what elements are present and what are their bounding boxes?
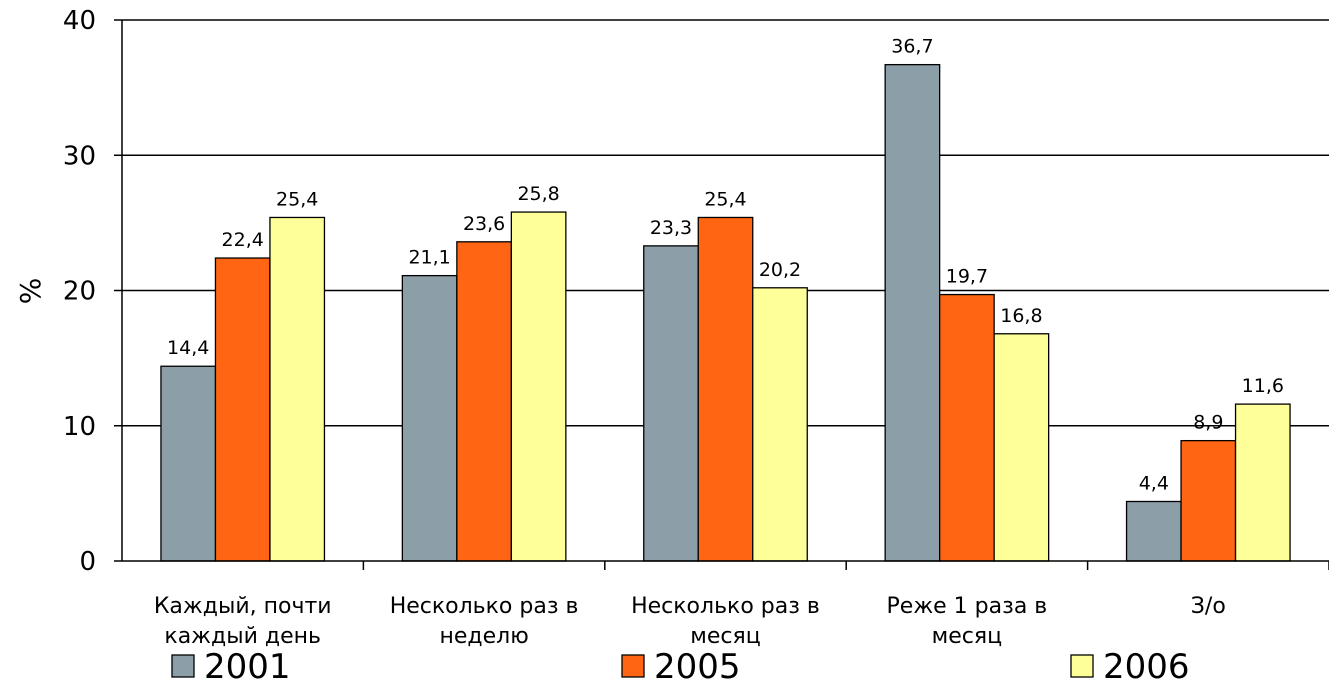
category-label-3-line-1: месяц bbox=[932, 624, 1002, 649]
data-label-2001-0: 14,4 bbox=[167, 337, 209, 359]
bar-2005-4 bbox=[1180, 439, 1237, 562]
data-label-2006-2: 20,2 bbox=[759, 259, 801, 281]
category-label-1-line-0: Несколько раз в bbox=[390, 594, 579, 619]
category-label-0-line-1: каждый день bbox=[164, 624, 321, 649]
bar-2001-1 bbox=[401, 274, 458, 562]
data-labels: 14,4 22,4 25,4 21,1 23,6 25,8 23,3 25,4 20,2 36,7… bbox=[167, 36, 1284, 495]
bars bbox=[160, 63, 1291, 562]
data-label-2001-3: 36,7 bbox=[891, 36, 933, 58]
data-label-2001-4: 4,4 bbox=[1139, 472, 1169, 494]
bar-2006-2 bbox=[752, 287, 808, 562]
legend-label-2001: 2001 bbox=[204, 647, 291, 683]
data-label-2005-1: 23,6 bbox=[463, 213, 505, 235]
y-tick-label-10: 10 bbox=[63, 412, 96, 442]
bar-2001-4 bbox=[1125, 500, 1182, 562]
category-label-3-line-0: Реже 1 раза в bbox=[887, 594, 1048, 619]
data-label-2006-3: 16,8 bbox=[1000, 305, 1042, 327]
data-label-2005-3: 19,7 bbox=[946, 266, 988, 288]
bar-2006-0 bbox=[269, 216, 326, 562]
category-label-2-line-0: Несколько раз в bbox=[631, 594, 820, 619]
category-label-4-line-0: З/о bbox=[1191, 594, 1226, 619]
legend-label-2006: 2006 bbox=[1103, 647, 1190, 683]
bar-2005-3 bbox=[939, 293, 995, 562]
bar-2006-4 bbox=[1234, 403, 1291, 562]
data-label-2005-2: 25,4 bbox=[704, 188, 746, 210]
legend-swatch-2001 bbox=[171, 654, 195, 678]
bar-2001-2 bbox=[643, 245, 699, 562]
data-label-2001-2: 23,3 bbox=[650, 217, 692, 239]
axes: 0 10 20 30 40 Каждый, почти каждый день Несколь… bbox=[63, 6, 1329, 649]
data-label-2001-1: 21,1 bbox=[408, 247, 450, 269]
y-tick-label-0: 0 bbox=[79, 547, 96, 577]
legend-swatch-2006 bbox=[1070, 654, 1094, 678]
legend: 2001 2005 2006 bbox=[171, 647, 1190, 683]
legend-swatch-2005 bbox=[621, 654, 645, 678]
data-label-2006-1: 25,8 bbox=[517, 183, 559, 205]
category-label-2-line-1: месяц bbox=[690, 624, 760, 649]
bar-2006-1 bbox=[510, 211, 567, 562]
data-label-2005-0: 22,4 bbox=[222, 229, 264, 251]
category-label-0-line-0: Каждый, почти bbox=[154, 594, 332, 619]
data-label-2005-4: 8,9 bbox=[1193, 412, 1223, 434]
data-label-2006-0: 25,4 bbox=[276, 188, 318, 210]
bar-2001-0 bbox=[160, 365, 217, 562]
category-label-1-line-1: неделю bbox=[439, 624, 528, 649]
y-tick-label-30: 30 bbox=[63, 141, 96, 171]
y-tick-label-40: 40 bbox=[63, 6, 96, 36]
y-tick-label-20: 20 bbox=[63, 277, 96, 307]
bar-2005-2 bbox=[697, 216, 754, 562]
data-label-2006-4: 11,6 bbox=[1242, 375, 1284, 397]
bar-2005-1 bbox=[456, 241, 513, 562]
legend-label-2005: 2005 bbox=[654, 647, 741, 683]
y-axis-title: % bbox=[14, 278, 47, 305]
bar-2005-0 bbox=[214, 257, 271, 562]
bar-2006-3 bbox=[993, 333, 1050, 562]
bar-2001-3 bbox=[884, 63, 941, 562]
